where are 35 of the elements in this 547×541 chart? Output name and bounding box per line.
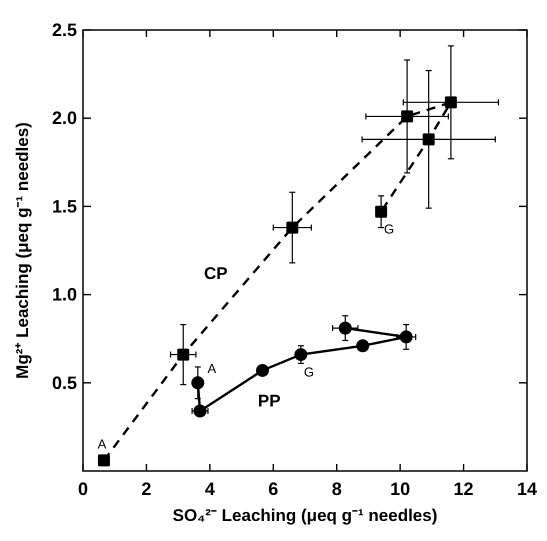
point xyxy=(356,339,370,352)
series-label: PP xyxy=(258,392,281,411)
annotation: A xyxy=(98,436,107,452)
point xyxy=(401,110,414,122)
annotation: A xyxy=(207,360,216,376)
x-tick-label: 4 xyxy=(204,479,215,499)
x-tick-label: 8 xyxy=(332,479,342,499)
point xyxy=(286,222,298,234)
x-tick-label: 0 xyxy=(78,479,88,499)
annotation: G xyxy=(384,222,394,237)
point xyxy=(400,330,413,344)
point xyxy=(422,133,435,146)
point xyxy=(256,364,270,377)
x-tick-label: 10 xyxy=(390,479,410,499)
y-tick-label: 2.0 xyxy=(52,108,77,128)
x-tick-label: 2 xyxy=(141,479,152,499)
point xyxy=(98,454,110,466)
point xyxy=(375,206,388,218)
series-label: CP xyxy=(204,264,228,284)
y-axis-title: Mg²⁺ Leaching (μeq g⁻¹ needles) xyxy=(13,122,32,379)
y-tick-label: 2.5 xyxy=(52,20,77,40)
y-tick-label: 1.0 xyxy=(52,284,77,305)
x-tick-label: 12 xyxy=(454,479,474,499)
point xyxy=(294,348,308,362)
annotation: G xyxy=(304,364,314,380)
y-tick-label: 0.5 xyxy=(52,372,77,393)
point xyxy=(338,322,352,335)
point xyxy=(194,404,207,418)
x-tick-label: 14 xyxy=(516,479,538,499)
point xyxy=(444,96,457,108)
y-tick-label: 1.5 xyxy=(52,196,77,216)
point xyxy=(177,348,190,361)
point xyxy=(191,376,204,390)
x-tick-label: 6 xyxy=(268,479,278,499)
x-axis-title: SO₄²⁻ Leaching (μeq g⁻¹ needles) xyxy=(172,506,438,525)
